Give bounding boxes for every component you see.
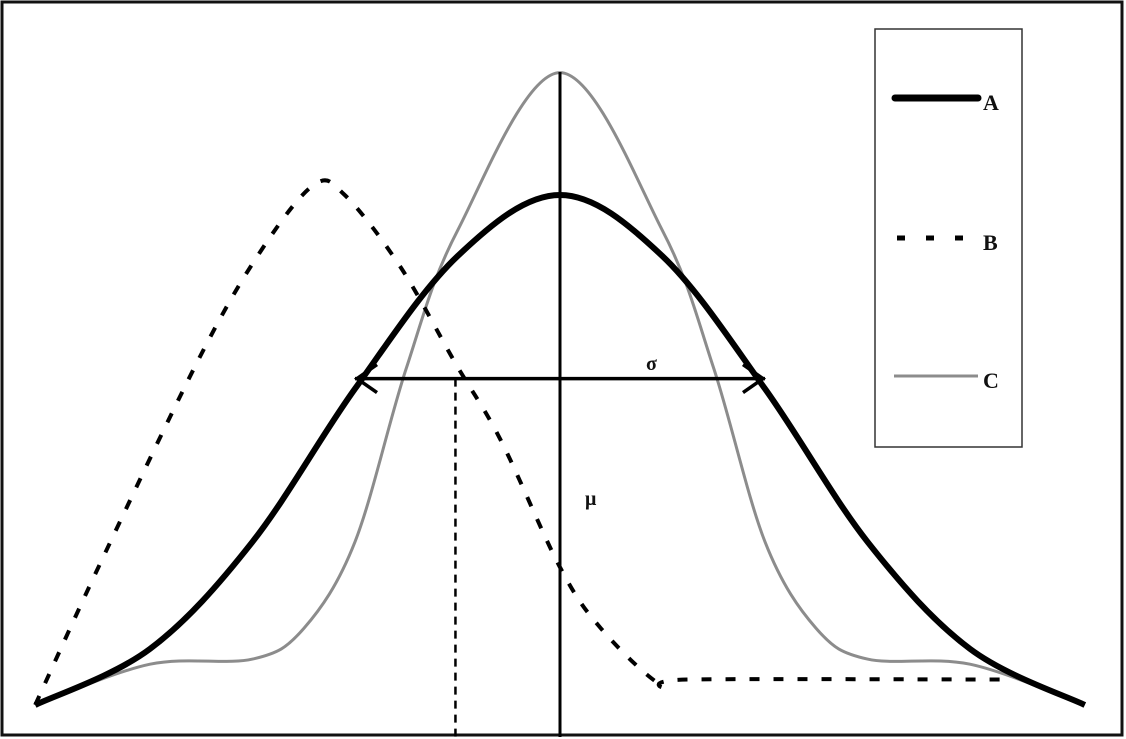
legend-label-c: C (983, 368, 999, 393)
legend-label-a: A (983, 90, 999, 115)
sd-label: σ (646, 353, 657, 375)
mean-label: μ (585, 488, 597, 510)
legend: A B C (874, 28, 1023, 448)
sd-arrow-head-right (741, 363, 767, 395)
legend-label-b: B (983, 230, 998, 255)
sd-arrow-head-left (353, 363, 379, 395)
